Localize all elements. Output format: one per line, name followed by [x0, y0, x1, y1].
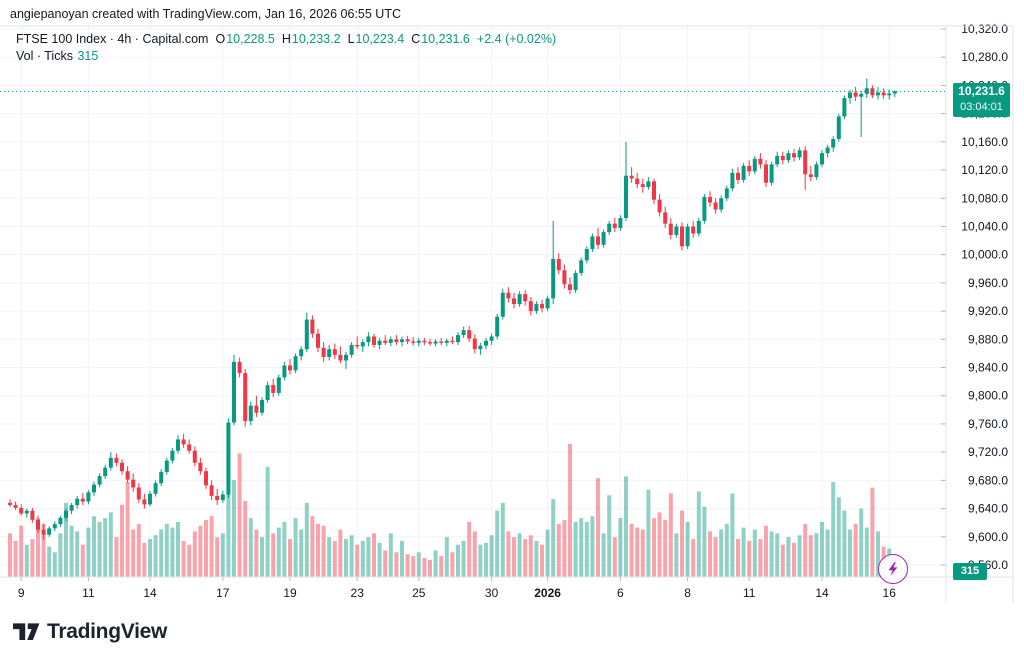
svg-text:9,960.0: 9,960.0	[968, 276, 1008, 290]
volume-axis-badge: 315	[953, 563, 987, 580]
attribution-text: angiepanoyan created with TradingView.co…	[10, 7, 401, 21]
boost-button[interactable]	[878, 554, 908, 584]
tradingview-brand-text: TradingView	[47, 620, 168, 643]
svg-text:2026: 2026	[534, 586, 561, 600]
svg-text:19: 19	[283, 586, 297, 600]
svg-text:14: 14	[815, 586, 829, 600]
svg-text:9,680.0: 9,680.0	[968, 473, 1008, 487]
svg-text:11: 11	[82, 586, 95, 600]
low-value: 10,223.4	[355, 32, 405, 46]
svg-text:10,120.0: 10,120.0	[961, 163, 1008, 177]
bar-countdown: 03:04:01	[960, 101, 1003, 113]
svg-text:9: 9	[18, 586, 25, 600]
open-label: O	[215, 32, 226, 46]
svg-text:16: 16	[883, 586, 897, 600]
svg-text:9,920.0: 9,920.0	[968, 304, 1008, 318]
svg-text:25: 25	[412, 586, 426, 600]
high-label: H	[281, 32, 291, 46]
symbol-title[interactable]: FTSE 100 Index · 4h · Capital.com	[16, 32, 209, 46]
lightning-icon	[885, 561, 901, 577]
footer-logo[interactable]: TradingView	[13, 620, 167, 644]
last-price-value: 10,231.6	[958, 84, 1005, 98]
volume-value: 315	[77, 49, 99, 63]
svg-text:8: 8	[684, 586, 691, 600]
low-label: L	[347, 32, 355, 46]
svg-text:23: 23	[351, 586, 365, 600]
close-label: C	[411, 32, 421, 46]
svg-text:9,600.0: 9,600.0	[968, 530, 1008, 544]
svg-text:9,640.0: 9,640.0	[968, 502, 1008, 516]
svg-text:9,840.0: 9,840.0	[968, 361, 1008, 375]
open-value: 10,228.5	[226, 32, 275, 46]
svg-text:9,720.0: 9,720.0	[968, 445, 1008, 459]
close-value: 10,231.6	[421, 32, 470, 46]
svg-text:11: 11	[743, 586, 756, 600]
svg-text:9,760.0: 9,760.0	[968, 417, 1008, 431]
tradingview-logo-icon	[13, 623, 40, 641]
svg-text:9,880.0: 9,880.0	[968, 332, 1008, 346]
svg-text:10,320.0: 10,320.0	[961, 22, 1008, 36]
last-price-badge: 10,231.6 03:04:01	[953, 83, 1010, 117]
svg-text:10,080.0: 10,080.0	[961, 191, 1008, 205]
volume-label: Vol · Ticks	[16, 49, 73, 63]
svg-text:6: 6	[617, 586, 624, 600]
legend-volume-row: Vol · Ticks 315	[16, 48, 556, 65]
svg-text:10,280.0: 10,280.0	[961, 50, 1008, 64]
high-value: 10,233.2	[291, 32, 341, 46]
svg-text:9,800.0: 9,800.0	[968, 389, 1008, 403]
svg-text:10,040.0: 10,040.0	[961, 219, 1008, 233]
svg-text:17: 17	[216, 586, 230, 600]
svg-text:30: 30	[485, 586, 499, 600]
change-value: +2.4 (+0.02%)	[476, 32, 557, 46]
legend-ohlc-row: FTSE 100 Index · 4h · Capital.com O10,228…	[16, 31, 556, 48]
svg-text:10,000.0: 10,000.0	[961, 248, 1008, 262]
svg-text:10,160.0: 10,160.0	[961, 135, 1008, 149]
svg-text:14: 14	[143, 586, 157, 600]
chart-legend: FTSE 100 Index · 4h · Capital.com O10,228…	[16, 31, 556, 65]
